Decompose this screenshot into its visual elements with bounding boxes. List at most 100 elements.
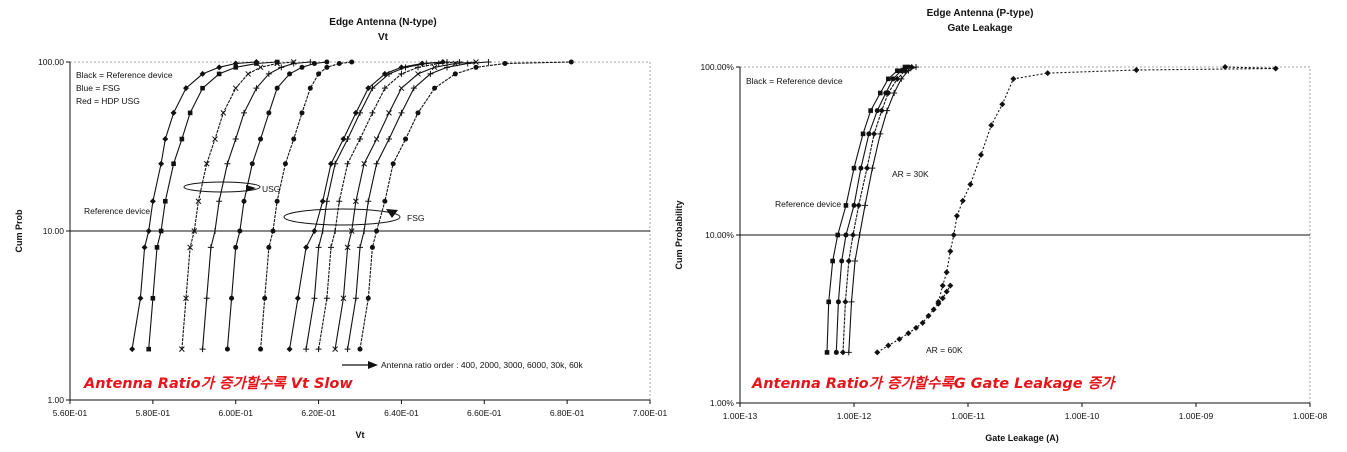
chart-right-data-point <box>905 330 912 337</box>
chart-left-data-point <box>207 244 214 251</box>
chart-left-data-point <box>229 295 235 301</box>
chart-left-data-point <box>319 198 326 205</box>
chart-left-data-point <box>390 161 396 167</box>
chart-left-data-point <box>344 346 351 353</box>
chart-right-x-tick-label: 1.00E-10 <box>1065 411 1100 421</box>
chart-left-data-point <box>353 198 359 205</box>
antenna-order-arrow-icon <box>368 361 378 369</box>
chart-left-x-tick-label: 6.00E-01 <box>218 408 253 418</box>
chart-right-data-point <box>824 350 830 355</box>
chart-left-data-point <box>324 64 330 70</box>
chart-left-y-tick-label: 100.00 <box>38 57 64 67</box>
chart-left-data-point <box>307 85 313 91</box>
chart-left-data-point <box>265 70 272 77</box>
chart-left-x-axis-label: Vt <box>356 430 365 440</box>
chart-right-data-point <box>833 349 839 355</box>
chart-left-data-point <box>348 228 355 234</box>
chart-left-data-point <box>274 60 280 67</box>
chart-left-data-point <box>212 136 218 142</box>
chart-left-data-point <box>254 61 259 66</box>
chart-left-data-point <box>328 160 334 167</box>
chart-left-series-line <box>226 61 327 350</box>
chart-left-x-tick-label: 6.60E-01 <box>467 408 502 418</box>
chart-left-data-point <box>258 346 264 352</box>
chart-left-data-point <box>154 245 160 250</box>
chart-left-data-point <box>274 85 280 91</box>
chart-left-data-point <box>361 228 368 234</box>
chart-left-data-point <box>237 228 243 234</box>
chart-left-data-point <box>415 64 421 71</box>
chart-right-y-axis-label: Cum Probability <box>674 200 684 269</box>
chart-left-data-point <box>381 70 388 77</box>
chart-left-data-point <box>149 198 156 205</box>
chart-left-data-point <box>344 160 351 167</box>
chart-left-data-point <box>444 64 450 71</box>
chart-right-data-point <box>826 299 832 305</box>
chart-left-data-point <box>291 136 297 142</box>
chart-left-data-point <box>299 110 305 116</box>
chart-left-data-point <box>187 244 193 251</box>
chart-left-data-point <box>274 59 280 65</box>
chart-right-data-point <box>855 202 862 209</box>
chart-right-data-point <box>988 122 995 129</box>
chart-left-data-point <box>568 59 574 65</box>
chart-right-data-point <box>845 258 852 265</box>
chart-left-legend-note: Blue = FSG <box>76 83 120 93</box>
chart-left-series-line <box>260 61 352 350</box>
chart-left-data-point <box>357 109 363 116</box>
chart-right-y-tick-label: 10.00% <box>705 230 734 240</box>
chart-right-data-point <box>858 165 864 171</box>
chart-right-data-point <box>851 202 857 208</box>
chart-right-data-point <box>898 68 904 74</box>
chart-left-data-point <box>328 244 334 251</box>
chart-left-data-point <box>473 59 479 65</box>
chart-right-data-point <box>919 319 926 326</box>
chart-right-data-point <box>894 75 901 82</box>
chart-left-data-point <box>287 71 293 77</box>
chart-left-data-point <box>137 295 144 302</box>
chart-right-data-point <box>913 324 920 331</box>
chart-right-y-tick-label: 100.00% <box>700 62 734 72</box>
chart-right-x-tick-label: 1.00E-08 <box>1293 411 1328 421</box>
chart-right-x-tick-label: 1.00E-12 <box>837 411 872 421</box>
chart-left-data-point <box>179 346 185 352</box>
chart-right-data-point <box>843 203 849 208</box>
chart-left-data-point <box>410 85 417 92</box>
chart-left-data-point <box>187 110 193 116</box>
chart-left-data-point <box>473 64 479 70</box>
chart-left-data-point <box>216 64 223 71</box>
chart-left-data-point <box>365 85 372 92</box>
usg-arrow-icon <box>246 185 256 192</box>
chart-left-data-point <box>336 198 343 205</box>
chart-left-data-point <box>224 346 230 352</box>
chart-left-series-line <box>347 61 489 350</box>
chart-right-data-point <box>866 131 872 137</box>
chart-right-subtitle: Gate Leakage <box>947 23 1012 34</box>
chart-left-data-point <box>349 59 355 65</box>
chart-right-data-point <box>1044 70 1051 77</box>
chart-right-x-axis-label: Gate Leakage (A) <box>985 433 1059 443</box>
chart-right-data-point <box>930 306 937 313</box>
chart-left-data-point <box>286 346 293 353</box>
chart-left-data-point <box>303 346 310 353</box>
chart-right-data-point <box>950 232 957 238</box>
chart-left-data-point <box>146 346 152 352</box>
chart-left-legend-note: Red = HDP USG <box>76 96 140 106</box>
chart-right-data-point <box>848 298 855 305</box>
chart-left-x-tick-label: 6.40E-01 <box>384 408 419 418</box>
chart-right-data-point <box>842 298 849 305</box>
usg-label: USG <box>262 184 280 194</box>
chart-left-data-point <box>352 295 359 302</box>
chart-left-data-point <box>316 71 322 77</box>
chart-left-x-tick-label: 6.20E-01 <box>301 408 336 418</box>
chart-left-data-point <box>369 244 375 250</box>
chart-left-data-point <box>294 295 301 302</box>
chart-right: Edge Antenna (P-type) Gate Leakage 1.00E… <box>674 8 1328 443</box>
chart-left-data-point <box>427 70 434 77</box>
chart-left-data-point <box>241 198 247 204</box>
chart-left-data-point <box>162 198 168 204</box>
chart-left-series-line <box>202 61 311 350</box>
chart-right-data-point <box>877 130 884 137</box>
chart-right-x-tick-label: 1.00E-09 <box>1179 411 1214 421</box>
